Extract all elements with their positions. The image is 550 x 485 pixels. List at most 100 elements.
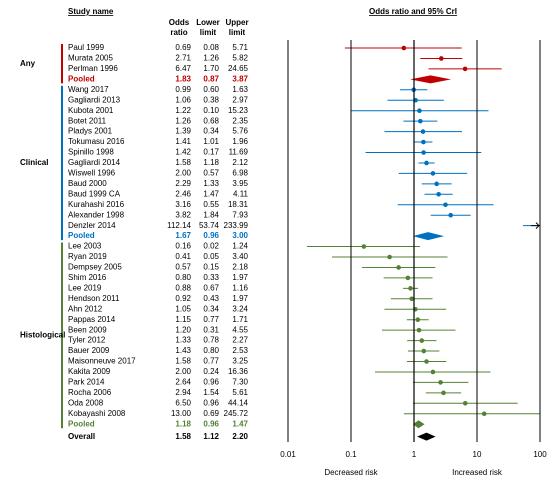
study-name: Kubota 2001 <box>68 106 114 115</box>
x-tick-label: 0.1 <box>345 450 357 459</box>
table-value: 53.74 <box>199 221 220 230</box>
table-value: 0.68 <box>203 116 219 125</box>
pooled-label: Pooled <box>68 419 95 428</box>
table-value: 2.18 <box>232 263 248 272</box>
table-value: 0.92 <box>175 294 191 303</box>
table-value: 3.40 <box>232 252 248 261</box>
x-tick-label: 1 <box>412 450 417 459</box>
table-value: 1.15 <box>175 315 191 324</box>
point-estimate <box>387 254 392 260</box>
table-value: 4.11 <box>233 189 249 198</box>
table-value: 2.64 <box>175 378 191 387</box>
table-value: 0.80 <box>203 346 219 355</box>
point-estimate <box>405 275 411 281</box>
table-value: 0.57 <box>175 263 191 272</box>
table-value: 0.34 <box>203 127 219 136</box>
table-value: 2.97 <box>232 95 248 104</box>
study-name: Pappas 2014 <box>68 315 116 324</box>
table-value: 0.77 <box>203 315 219 324</box>
table-value: 1.05 <box>175 304 191 313</box>
table-value: 1.18 <box>175 419 191 428</box>
table-value: 0.02 <box>203 242 219 251</box>
table-value: 1.70 <box>203 64 219 73</box>
study-name: Tokumasu 2016 <box>68 137 125 146</box>
table-value: 1.67 <box>175 231 191 240</box>
table-value: 0.41 <box>175 252 191 261</box>
study-name: Kurahashi 2016 <box>68 200 125 209</box>
table-value: 1.97 <box>232 294 248 303</box>
point-estimate <box>416 327 422 333</box>
point-estimate <box>408 286 413 291</box>
study-name: Murata 2005 <box>68 54 113 63</box>
table-value: 3.25 <box>232 357 248 366</box>
study-name: Ryan 2019 <box>68 252 107 261</box>
table-value: 1.84 <box>203 210 219 219</box>
point-estimate <box>419 338 425 343</box>
group-label: Any <box>20 59 36 68</box>
point-estimate <box>421 139 426 145</box>
point-estimate <box>438 56 444 61</box>
off-scale-arrow <box>531 222 540 230</box>
table-value: 1.58 <box>175 432 191 441</box>
table-value: 0.15 <box>203 263 219 272</box>
table-value: 0.87 <box>203 74 219 83</box>
table-value: 1.41 <box>175 137 191 146</box>
table-value: 0.17 <box>203 148 219 157</box>
column-header: Study name <box>68 7 114 16</box>
pooled-label: Overall <box>68 432 95 441</box>
study-name: Denzler 2014 <box>68 221 116 230</box>
point-estimate <box>424 359 429 364</box>
table-value: 1.12 <box>203 432 219 441</box>
table-value: 7.93 <box>232 210 248 219</box>
table-value: 5.82 <box>232 54 248 63</box>
table-value: 2.35 <box>232 116 248 125</box>
pooled-diamond <box>412 420 425 429</box>
table-value: 0.80 <box>175 273 191 282</box>
point-estimate <box>415 317 421 323</box>
point-estimate <box>481 411 487 417</box>
table-value: 2.29 <box>175 179 191 188</box>
study-name: Dempsey 2005 <box>68 263 122 272</box>
table-value: 1.26 <box>175 116 191 125</box>
table-value: 1.97 <box>232 273 248 282</box>
table-value: 1.43 <box>175 346 191 355</box>
table-value: 1.63 <box>232 85 248 94</box>
study-name: Kakita 2009 <box>68 367 111 376</box>
study-name: Wang 2017 <box>68 85 109 94</box>
pooled-label: Pooled <box>68 74 95 83</box>
point-estimate <box>396 265 401 270</box>
table-value: 0.34 <box>203 304 219 313</box>
table-value: 0.05 <box>203 252 219 261</box>
table-value: 7.30 <box>232 378 248 387</box>
table-value: 1.24 <box>232 242 248 251</box>
study-name: Ahn 2012 <box>68 304 103 313</box>
table-value: 0.96 <box>203 398 219 407</box>
table-value: 0.99 <box>175 85 191 94</box>
table-value: 1.33 <box>203 179 219 188</box>
table-value: 3.87 <box>232 74 248 83</box>
study-name: Perlman 1996 <box>68 64 118 73</box>
table-value: 0.60 <box>203 85 219 94</box>
table-value: 2.27 <box>232 336 248 345</box>
table-value: 245.72 <box>224 409 249 418</box>
table-value: 0.31 <box>203 325 219 334</box>
table-value: 1.58 <box>175 357 191 366</box>
table-value: 0.57 <box>203 169 219 178</box>
point-estimate <box>401 45 407 51</box>
point-estimate <box>434 181 439 187</box>
group-label: Histological <box>20 330 65 339</box>
table-value: 0.69 <box>175 43 191 52</box>
table-value: 3.00 <box>232 231 248 240</box>
study-name: Shim 2016 <box>68 273 107 282</box>
study-name: Kobayashi 2008 <box>68 409 126 418</box>
point-estimate <box>361 244 367 249</box>
table-value: 3.95 <box>232 179 248 188</box>
table-value: 4.55 <box>232 325 248 334</box>
table-value: 15.23 <box>228 106 249 115</box>
study-name: Paul 1999 <box>68 43 105 52</box>
table-value: 0.78 <box>203 336 219 345</box>
table-value: 2.20 <box>232 432 248 441</box>
table-value: 0.55 <box>203 200 219 209</box>
table-value: 1.01 <box>203 137 219 146</box>
point-estimate <box>448 212 453 218</box>
